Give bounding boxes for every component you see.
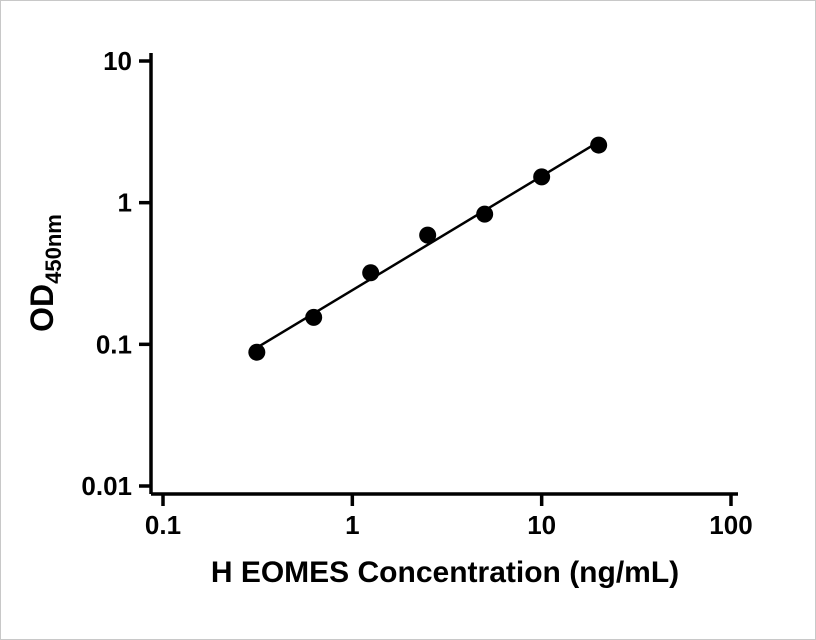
data-point (533, 168, 551, 186)
x-tick-label: 100 (709, 510, 752, 540)
axes-layer: 0.1 1 10 100 0.01 0.1 1 10 (81, 46, 752, 540)
y-axis-title-sub: 450nm (41, 214, 66, 284)
x-axis-title: H EOMES Concentration (ng/mL) (211, 556, 679, 589)
x-tick-label: 10 (527, 510, 556, 540)
data-point (476, 205, 494, 223)
y-tick-label: 0.1 (96, 329, 132, 359)
plot-layer (248, 136, 608, 361)
y-axis-title-main: OD (24, 284, 60, 332)
data-point (419, 226, 437, 244)
y-axis-title: OD450nm (24, 214, 66, 332)
x-tick-label: 0.1 (145, 510, 181, 540)
data-point (362, 264, 380, 282)
x-tick-label: 1 (345, 510, 359, 540)
data-point (248, 343, 266, 361)
data-point (590, 136, 608, 154)
y-tick-label: 1 (118, 188, 132, 218)
data-point (305, 308, 323, 326)
y-tick-label: 0.01 (81, 471, 132, 501)
y-tick-label: 10 (103, 46, 132, 76)
